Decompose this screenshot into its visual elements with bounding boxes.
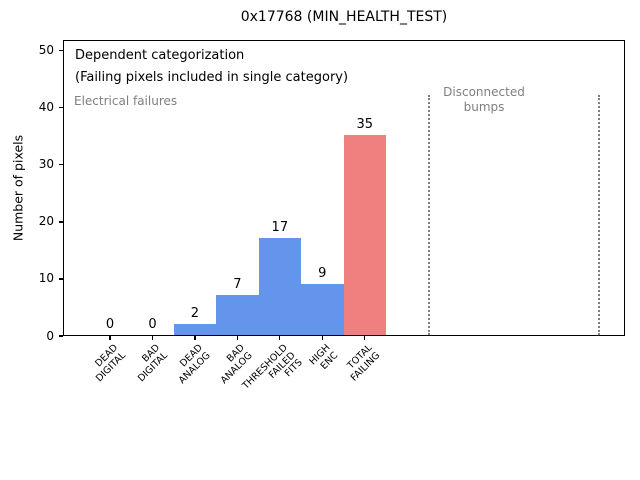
y-tick-label: 0 — [46, 328, 54, 343]
y-tick-label: 40 — [38, 100, 54, 115]
bar — [173, 323, 217, 335]
y-tick-mark — [59, 335, 63, 337]
x-tick-label: BAD DIGITAL — [135, 342, 170, 384]
x-tick-mark — [236, 336, 238, 340]
bar-value-label: 7 — [233, 277, 242, 293]
y-tick-mark — [59, 278, 63, 280]
annotation-electrical-failures: Electrical failures — [74, 94, 178, 108]
bar — [343, 135, 386, 335]
y-tick-mark — [59, 50, 63, 52]
y-tick-mark — [59, 107, 63, 109]
y-tick-label: 20 — [38, 214, 54, 229]
bar-value-label: 17 — [271, 220, 289, 236]
y-tick-label: 30 — [38, 157, 54, 172]
x-tick-label: HIGH ENC — [307, 342, 340, 372]
y-tick-mark — [59, 164, 63, 166]
annotation-disconnected-line1: Disconnected — [443, 85, 525, 99]
x-tick-mark — [321, 336, 323, 340]
annotation-dependent-categorization: Dependent categorization — [75, 48, 245, 63]
disconnected-region-boundary-line — [428, 95, 431, 335]
x-tick-label: DEAD DIGITAL — [93, 342, 128, 384]
annotation-disconnected-bumps: Disconnected bumps — [443, 85, 525, 115]
x-tick-mark — [364, 336, 366, 340]
bar — [301, 283, 344, 335]
x-tick-label: THRESHOLD FAILED FITS — [240, 342, 305, 392]
plot-area: Dependent categorization (Failing pixels… — [63, 40, 625, 336]
y-tick-mark — [59, 221, 63, 223]
x-tick-mark — [109, 336, 111, 340]
bar-value-label: 0 — [148, 317, 157, 332]
disconnected-region-boundary-line — [598, 95, 601, 335]
y-tick-label: 10 — [38, 271, 54, 286]
x-tick-label: TOTAL FAILING — [345, 342, 383, 384]
bar-value-label: 0 — [105, 317, 115, 332]
y-tick-label: 50 — [38, 43, 54, 58]
x-tick-mark — [279, 336, 281, 340]
bar — [258, 238, 302, 335]
annotation-disconnected-line2: bumps — [463, 100, 505, 114]
chart-title: 0x17768 (MIN_HEALTH_TEST) — [240, 9, 448, 25]
bar-value-label: 9 — [318, 265, 327, 281]
bar-value-label: 2 — [190, 305, 200, 321]
bar — [216, 295, 259, 335]
annotation-failing-note: (Failing pixels included in single categ… — [75, 70, 349, 85]
x-tick-mark — [194, 336, 196, 340]
bar-value-label: 35 — [356, 117, 374, 133]
x-tick-label: DEAD ANALOG — [176, 342, 213, 386]
x-tick-mark — [151, 336, 154, 340]
